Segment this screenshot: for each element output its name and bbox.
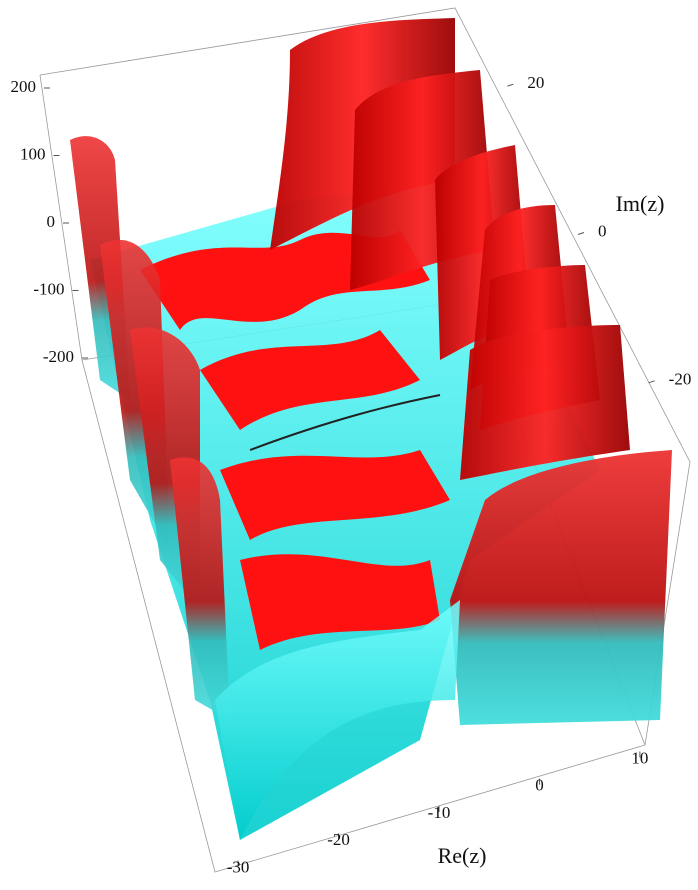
surface-ridge bbox=[220, 450, 450, 540]
surface-wall bbox=[450, 450, 672, 725]
y-tick bbox=[577, 232, 585, 235]
x-tick-label: -20 bbox=[327, 830, 350, 849]
y-tick-label: 20 bbox=[527, 73, 544, 92]
y-tick bbox=[507, 83, 514, 87]
branch-cut bbox=[249, 394, 441, 451]
x-axis-label: Re(z) bbox=[438, 843, 487, 868]
surface-ridge bbox=[200, 330, 420, 430]
surface bbox=[70, 18, 672, 840]
y-tick bbox=[648, 380, 655, 384]
surface-ridge bbox=[240, 554, 440, 650]
x-tick-label: 0 bbox=[535, 776, 544, 795]
surface-floor bbox=[215, 600, 460, 840]
x-tick-label: -10 bbox=[428, 803, 451, 822]
surface-wall bbox=[460, 325, 630, 480]
z-tick-label: -100 bbox=[33, 279, 64, 298]
surface-wall bbox=[170, 457, 230, 720]
y-tick-label: 0 bbox=[598, 221, 607, 240]
z-tick-label: 0 bbox=[47, 212, 56, 231]
x-tick-label: -30 bbox=[227, 857, 250, 876]
x-tick-label: 10 bbox=[631, 748, 648, 767]
z-tick-label: 200 bbox=[11, 77, 37, 96]
y-tick-label: -20 bbox=[669, 370, 692, 389]
y-axis-label: Im(z) bbox=[616, 191, 665, 216]
z-tick-label: 100 bbox=[20, 144, 46, 163]
z-tick-label: -200 bbox=[43, 347, 74, 366]
